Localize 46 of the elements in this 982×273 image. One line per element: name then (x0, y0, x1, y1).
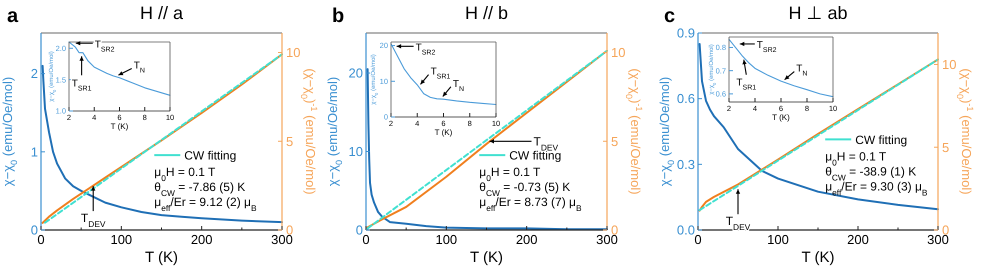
x-tick-label: 100 (110, 232, 132, 247)
x-tick-label: 200 (847, 232, 869, 247)
annotation: T$_{DEV}$ (726, 214, 751, 232)
y2-tick-label: 10 (942, 57, 956, 72)
y-tick-label: 0.3 (676, 156, 695, 172)
x-tick-label: 100 (767, 232, 789, 247)
x-tick-label: 100 (435, 232, 458, 247)
text: a (7, 5, 19, 27)
x-axis-title: T (K) (470, 249, 504, 266)
annotation: T$_{SR2}$ (94, 39, 115, 53)
y-tick-label: 0.9 (676, 26, 695, 41)
y-tick-label: 0.6 (676, 91, 695, 106)
annotation: T$_{SR2}$ (416, 42, 436, 56)
y-tick-label: 20 (348, 66, 363, 81)
chart-title: H // a (140, 3, 184, 23)
annotation: T$_{N}$ (796, 64, 808, 78)
annotation: T$_{SR1}$ (430, 66, 450, 80)
x-axis-title: T (K) (434, 128, 453, 137)
annotation: μ$_{0}$H = 0.1 T (825, 149, 887, 168)
annotation: T$_{N}$ (134, 60, 145, 74)
annotation: T$_{N}$ (452, 78, 464, 92)
chart-title: H ⊥ ab (788, 3, 848, 23)
text: c (664, 5, 676, 27)
y-tick-label: 0.0 (676, 222, 695, 238)
x-tick-label: 200 (516, 232, 538, 247)
annotation: T$_{SR2}$ (756, 40, 777, 54)
y2-tick-label: 5 (942, 140, 950, 155)
y-tick-label: 10 (348, 144, 363, 160)
y2-tick-label: 10 (611, 45, 626, 60)
annotation: T$_{SR1}$ (72, 78, 92, 92)
y-tick-label: 2 (30, 66, 38, 82)
y2-tick-label: 10 (286, 45, 300, 60)
x-axis-title: T (K) (772, 113, 790, 122)
text: b (332, 5, 344, 27)
y2-tick-label: 5 (611, 134, 618, 149)
x-axis-title: T (K) (144, 249, 178, 266)
x-axis-title: T (K) (801, 249, 835, 266)
annotation: T$_{SR1}$ (736, 78, 756, 92)
x-axis-title: T (K) (110, 122, 129, 131)
x-tick-label: 200 (190, 232, 213, 247)
y-tick-label: 1 (30, 144, 38, 160)
annotation: T$_{DEV}$ (80, 211, 106, 230)
legend-label: CW fitting (855, 132, 908, 147)
legend-label: CW fitting (184, 148, 236, 163)
y2-tick-label: 5 (286, 134, 294, 149)
chart-title: H // b (464, 3, 508, 23)
